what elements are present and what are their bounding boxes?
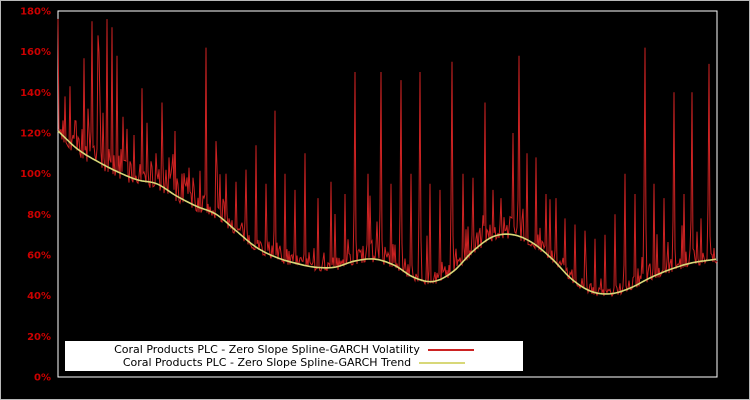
y-axis-tick-label: 120% (20, 129, 51, 140)
trend-series (57, 130, 717, 295)
y-axis-tick-label: 180% (20, 7, 51, 18)
chart-legend: Coral Products PLC - Zero Slope Spline-G… (65, 341, 523, 371)
legend-label-trend: Coral Products PLC - Zero Slope Spline-G… (122, 356, 412, 369)
y-axis-tick-label: 140% (20, 88, 51, 99)
y-axis-tick-label: 160% (20, 47, 51, 58)
y-axis-tick-label: 60% (27, 251, 51, 262)
trend-line-swatch (419, 361, 466, 364)
volatility-line-swatch (427, 348, 474, 351)
y-axis-tick-label: 80% (27, 210, 51, 221)
volatility-series (57, 18, 718, 298)
y-axis-tick-label: 0% (34, 373, 51, 384)
legend-item-trend: Coral Products PLC - Zero Slope Spline-G… (122, 356, 466, 369)
plot-border (57, 10, 718, 378)
legend-label-volatility: Coral Products PLC - Zero Slope Spline-G… (114, 343, 420, 356)
y-axis-tick-label: 40% (27, 291, 51, 302)
y-axis-tick-label: 100% (20, 169, 51, 180)
legend-item-volatility: Coral Products PLC - Zero Slope Spline-G… (114, 343, 474, 356)
y-axis-tick-label: 20% (27, 332, 51, 343)
